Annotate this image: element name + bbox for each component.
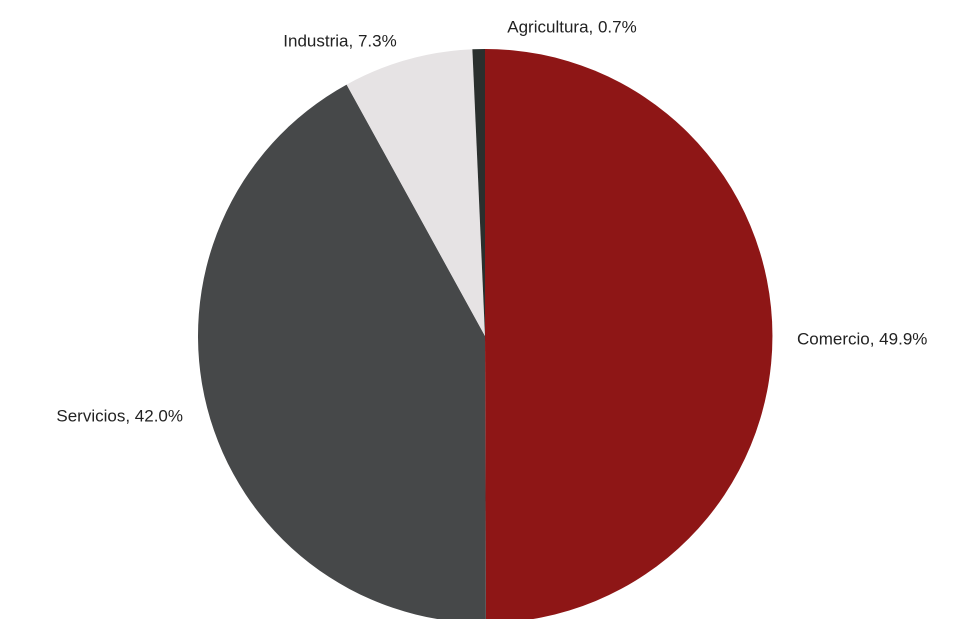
pie-slice-comercio — [485, 48, 773, 624]
pie-label-comercio: Comercio, 49.9% — [797, 329, 927, 348]
pie-slice-agricultura — [472, 49, 485, 336]
pie-labels: Comercio, 49.9% Servicios, 42.0% Industria… — [56, 17, 927, 425]
pie-label-industria: Industria, 7.3% — [283, 31, 396, 50]
pie-slices — [197, 48, 773, 624]
pie-label-agricultura: Agricultura, 0.7% — [507, 17, 636, 36]
pie-slice-servicios — [197, 84, 486, 624]
pie-slice-industria — [346, 49, 485, 336]
pie-label-servicios: Servicios, 42.0% — [56, 406, 183, 425]
